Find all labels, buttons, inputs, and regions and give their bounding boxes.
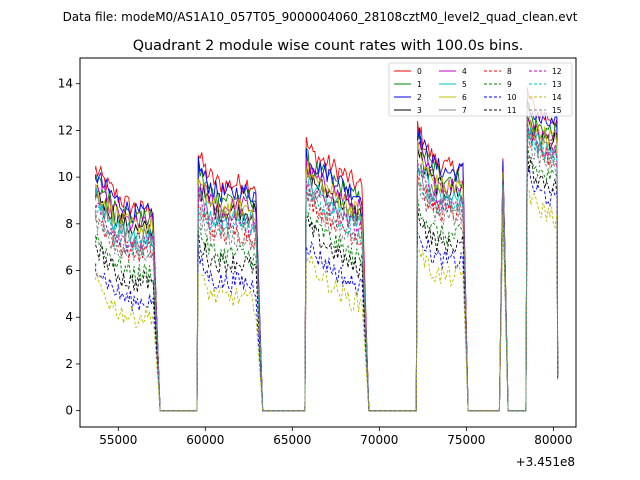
- y-tick-label: 12: [58, 123, 73, 137]
- legend-label-12: 12: [552, 67, 562, 76]
- legend-label-1: 1: [417, 80, 422, 89]
- legend-label-8: 8: [507, 67, 512, 76]
- series-line-14: [95, 188, 559, 412]
- y-tick-label: 0: [65, 404, 73, 418]
- x-tick-label: 60000: [186, 433, 224, 447]
- y-tick-label: 8: [65, 217, 73, 231]
- legend-label-0: 0: [417, 67, 422, 76]
- legend-label-3: 3: [417, 106, 422, 115]
- legend-label-15: 15: [552, 106, 562, 115]
- series-layer: [95, 87, 559, 412]
- series-line-15: [95, 136, 559, 412]
- plot-background: [80, 58, 576, 427]
- legend-label-14: 14: [552, 93, 562, 102]
- x-tick-label: 55000: [99, 433, 137, 447]
- y-tick-label: 10: [58, 170, 73, 184]
- y-tick-label: 4: [65, 310, 73, 324]
- legend-label-2: 2: [417, 93, 422, 102]
- legend-label-9: 9: [507, 80, 512, 89]
- y-tick-label: 14: [58, 77, 73, 91]
- axes-layer: 55000 60000 65000 70000 75000 800000246810121…: [58, 57, 577, 447]
- x-axis-offset-label: +3.451e8: [516, 455, 575, 469]
- plot-area: [80, 58, 576, 427]
- legend-label-13: 13: [552, 80, 562, 89]
- x-tick-label: 65000: [273, 433, 311, 447]
- legend-label-4: 4: [462, 67, 467, 76]
- chart-title: Quadrant 2 module wise count rates with …: [133, 38, 524, 54]
- x-tick-label: 75000: [447, 433, 485, 447]
- y-tick-label: 2: [65, 357, 73, 371]
- legend-label-5: 5: [462, 80, 467, 89]
- y-tick-label: 6: [65, 264, 73, 278]
- x-tick-label: 80000: [534, 433, 572, 447]
- legend-label-6: 6: [462, 93, 467, 102]
- x-tick-label: 70000: [360, 433, 398, 447]
- legend-label-7: 7: [462, 106, 467, 115]
- legend-label-10: 10: [507, 93, 517, 102]
- legend-label-11: 11: [507, 106, 517, 115]
- figure-suptitle: Data file: modeM0/AS1A10_057T05_90000040…: [63, 10, 578, 24]
- legend-box: [388, 62, 573, 117]
- axes-frame: [79, 57, 577, 428]
